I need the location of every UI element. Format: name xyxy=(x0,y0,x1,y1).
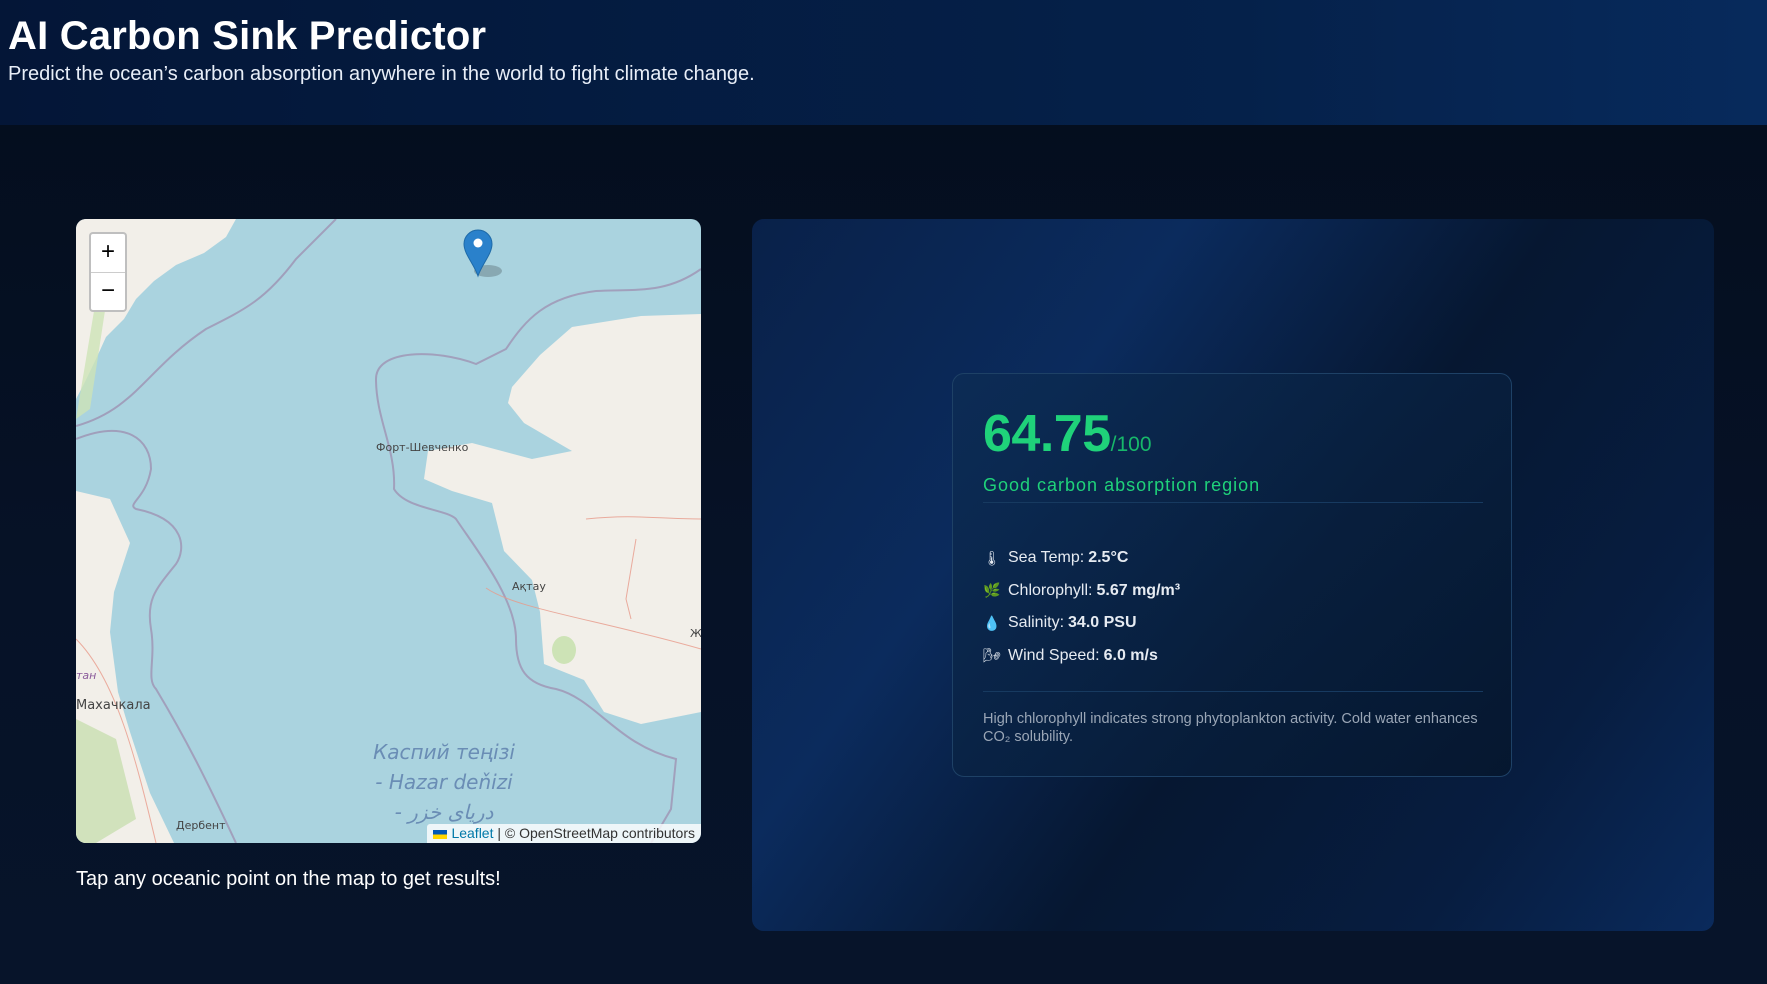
stat-chlorophyll: 🌿 Chlorophyll: 5.67 mg/m³ xyxy=(983,575,1180,608)
label-sea-2: - Hazar deňizi xyxy=(375,770,513,794)
stat-salinity: 💧 Salinity: 34.0 PSU xyxy=(983,607,1180,640)
stat-label: Sea Temp: xyxy=(1008,549,1085,567)
attribution-separator: | xyxy=(493,825,505,841)
verdict: Good carbon absorption region xyxy=(983,475,1261,495)
map[interactable]: Форт-Шевченко Ақтау Махачкала Дербент та… xyxy=(76,219,701,843)
score-max: /100 xyxy=(1110,433,1152,456)
stat-label: Wind Speed: xyxy=(1008,646,1100,664)
land-east xyxy=(424,314,701,724)
droplet-icon: 💧 xyxy=(983,614,1001,631)
map-instruction: Tap any oceanic point on the map to get … xyxy=(76,868,501,890)
page-subtitle: Predict the ocean’s carbon absorption an… xyxy=(8,63,755,85)
divider xyxy=(983,691,1483,692)
stat-sea-temp: 🌡 Sea Temp: 2.5°C xyxy=(983,542,1180,575)
ukraine-flag-icon xyxy=(433,829,448,839)
stat-label: Salinity: xyxy=(1008,614,1065,632)
label-sea-3: - دریای خزر xyxy=(395,800,494,824)
stat-value: 6.0 m/s xyxy=(1103,646,1158,664)
leaflet-link[interactable]: Leaflet xyxy=(451,825,494,841)
stat-value: 34.0 PSU xyxy=(1068,614,1137,632)
stat-value: 5.67 mg/m³ xyxy=(1096,581,1181,599)
map-marker-icon[interactable] xyxy=(463,229,502,278)
map-tiles[interactable]: Форт-Шевченко Ақтау Махачкала Дербент та… xyxy=(76,219,701,843)
label-aktau: Ақтау xyxy=(512,580,546,593)
zoom-in-button[interactable]: + xyxy=(100,238,115,265)
wind-icon: 🌬 xyxy=(983,647,1001,664)
label-makhachkala: Махачкала xyxy=(76,698,151,713)
score-value: 64.75 xyxy=(983,405,1111,463)
label-fort-shevchenko: Форт-Шевченко xyxy=(376,441,469,454)
header: AI Carbon Sink Predictor Predict the oce… xyxy=(0,0,1767,125)
stat-value: 2.5°C xyxy=(1088,549,1129,567)
stats-list: 🌡 Sea Temp: 2.5°C 🌿 Chlorophyll: 5.67 mg/m³ … xyxy=(983,542,1180,672)
label-derbent: Дербент xyxy=(176,819,226,832)
zoom-out-button[interactable]: − xyxy=(91,272,125,310)
stat-label: Chlorophyll: xyxy=(1008,581,1093,599)
label-sea-1: Каспий теңізі xyxy=(373,740,515,764)
leaf-icon: 🌿 xyxy=(983,582,1001,599)
result-panel: 64.75/100 Good carbon absorption region … xyxy=(752,219,1714,931)
divider xyxy=(983,502,1483,503)
result-card: 64.75/100 Good carbon absorption region … xyxy=(952,373,1512,777)
score: 64.75/100 xyxy=(983,404,1152,464)
explanation-note: High chlorophyll indicates strong phytop… xyxy=(983,711,1478,745)
map-attribution: Leaflet | © OpenStreetMap contributors xyxy=(427,824,701,843)
page-title: AI Carbon Sink Predictor xyxy=(8,14,487,58)
zoom-control: + − xyxy=(89,232,127,312)
map-labels: Форт-Шевченко Ақтау Махачкала Дербент та… xyxy=(76,441,701,832)
thermometer-icon: 🌡 xyxy=(983,549,1001,566)
label-partial-zh: Ж xyxy=(690,627,701,640)
osm-attribution: © OpenStreetMap contributors xyxy=(504,825,695,841)
stat-wind-speed: 🌬 Wind Speed: 6.0 m/s xyxy=(983,640,1180,673)
label-partial-tan: тан xyxy=(76,669,96,682)
